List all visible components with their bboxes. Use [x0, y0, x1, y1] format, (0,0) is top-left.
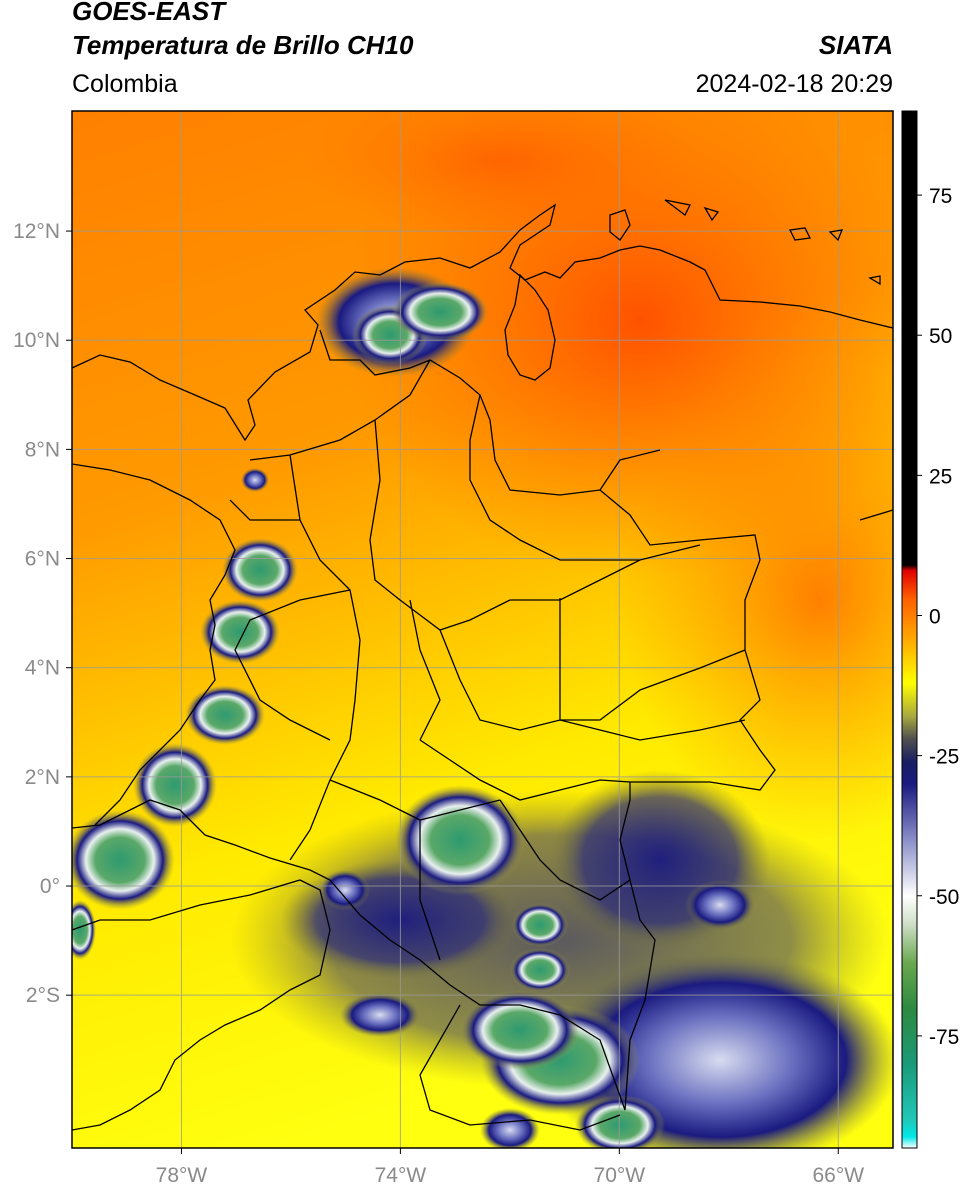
- sierra-nevada-cloud: [315, 267, 488, 377]
- latitude-label: 2°N: [25, 766, 60, 789]
- timestamp-label: 2024-02-18 20:29: [695, 70, 893, 98]
- colorbar-label: -25: [929, 746, 959, 769]
- venezuela-interior-lines: [559, 449, 893, 721]
- latitude-label: 2°S: [26, 984, 60, 1007]
- ecuador-peru-border: [72, 879, 331, 1131]
- brand-label: SIATA: [818, 30, 893, 60]
- graticule: [72, 111, 893, 1148]
- longitude-label: 78°W: [156, 1164, 208, 1187]
- map-frame: [71, 110, 894, 1149]
- brightness-temperature-field: [72, 111, 893, 1148]
- latitude-label: 4°N: [25, 657, 60, 680]
- peru-brazil-border: [419, 1004, 621, 1131]
- product-title: Temperatura de Brillo CH10: [72, 30, 414, 60]
- latitude-label: 8°N: [25, 438, 60, 461]
- pacific-coastline: [72, 463, 236, 826]
- margarita-islands: [789, 227, 881, 286]
- colorbar-label: -50: [929, 886, 959, 909]
- colorbar-label: 25: [929, 465, 952, 488]
- colorbar-label: 50: [929, 325, 952, 348]
- colorbar-label: -75: [929, 1026, 959, 1049]
- colorbar-ticks: 75 50 25 0 -25 -50 -75: [917, 185, 959, 1049]
- colorbar-label: 0: [929, 605, 941, 628]
- region-label: Colombia: [72, 70, 178, 98]
- longitude-label: 66°W: [812, 1164, 864, 1187]
- longitude-axis: 78°W 74°W 70°W 66°W: [156, 1148, 864, 1187]
- latitude-label: 6°N: [25, 548, 60, 571]
- latitude-label: 10°N: [13, 329, 60, 352]
- latitude-axis: 12°N 10°N 8°N 6°N 4°N 2°N 0° 2°S: [13, 220, 72, 1007]
- political-borders: [72, 199, 893, 1131]
- caribbean-coastline: [72, 203, 893, 442]
- latitude-label: 12°N: [13, 220, 60, 243]
- colorbar-scale: [901, 110, 918, 1149]
- colorbar-label: 75: [929, 185, 952, 208]
- aruba-curacao: [609, 199, 720, 241]
- longitude-label: 74°W: [375, 1164, 427, 1187]
- longitude-label: 70°W: [594, 1164, 646, 1187]
- department-lines: [229, 359, 746, 961]
- colorbar: 75 50 25 0 -25 -50 -75: [901, 110, 959, 1149]
- latitude-label: 0°: [40, 875, 60, 898]
- satellite-title: GOES-EAST: [72, 0, 226, 26]
- lake-maracaibo: [504, 273, 556, 381]
